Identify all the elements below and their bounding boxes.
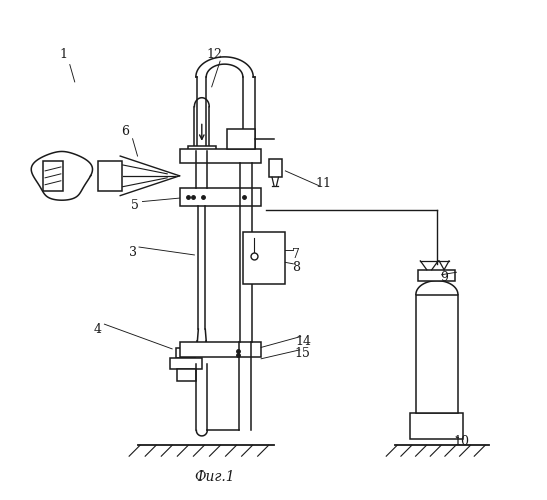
Text: 8: 8 xyxy=(292,261,300,274)
Bar xyxy=(177,368,196,380)
Bar xyxy=(43,161,63,190)
Bar xyxy=(243,232,285,283)
Bar xyxy=(410,413,463,439)
Text: 10: 10 xyxy=(453,436,469,448)
Text: 12: 12 xyxy=(206,48,222,61)
Text: 6: 6 xyxy=(121,125,129,138)
Bar xyxy=(98,161,121,190)
Bar xyxy=(416,294,458,413)
Text: Фиг.1: Фиг.1 xyxy=(194,470,235,484)
Text: 4: 4 xyxy=(94,322,102,336)
Bar xyxy=(418,270,456,280)
Text: 9: 9 xyxy=(440,270,448,283)
Bar xyxy=(170,358,202,368)
Text: 11: 11 xyxy=(315,177,331,190)
Text: 3: 3 xyxy=(129,246,137,259)
Text: 14: 14 xyxy=(295,335,311,348)
Bar xyxy=(188,146,216,154)
Bar xyxy=(179,342,261,357)
Text: 5: 5 xyxy=(131,199,139,212)
Bar xyxy=(269,158,282,178)
Bar xyxy=(179,148,261,164)
Bar xyxy=(179,188,261,206)
Text: 1: 1 xyxy=(60,48,67,61)
Polygon shape xyxy=(31,152,92,200)
Text: 7: 7 xyxy=(292,248,300,262)
Bar xyxy=(176,348,195,358)
Text: 15: 15 xyxy=(294,348,310,360)
Bar xyxy=(226,129,255,148)
